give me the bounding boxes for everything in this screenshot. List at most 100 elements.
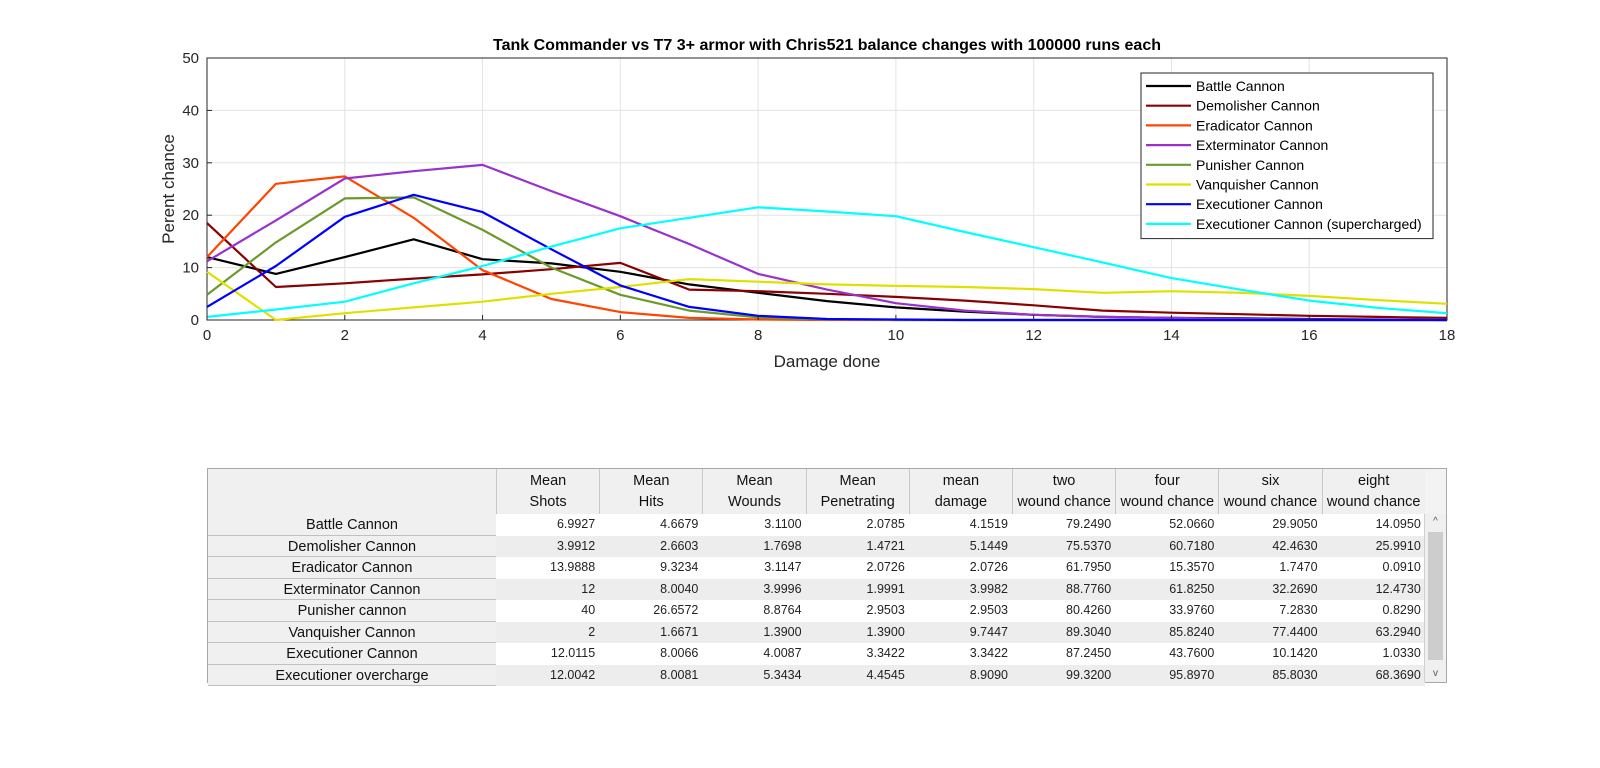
table-cell[interactable]: 12.4730 <box>1321 578 1425 600</box>
table-cell[interactable]: 80.4260 <box>1012 600 1116 622</box>
row-header[interactable]: Punisher cannon <box>208 600 496 622</box>
table-cell[interactable]: 3.9996 <box>702 578 806 600</box>
table-cell[interactable]: 89.3040 <box>1012 621 1116 643</box>
table-cell[interactable]: 8.0040 <box>599 578 703 600</box>
table-cell[interactable]: 2.6603 <box>599 535 703 557</box>
table-cell[interactable]: 5.3434 <box>702 664 806 686</box>
row-header[interactable]: Exterminator Cannon <box>208 578 496 600</box>
table-cell[interactable]: 63.2940 <box>1321 621 1425 643</box>
table-cell[interactable]: 2.0726 <box>805 557 909 579</box>
table-cell[interactable]: 8.8764 <box>702 600 806 622</box>
x-tick-label: 6 <box>616 327 624 344</box>
column-header[interactable]: mean damage <box>908 469 1012 514</box>
table-cell[interactable]: 1.0330 <box>1321 643 1425 665</box>
row-header[interactable]: Vanquisher Cannon <box>208 621 496 643</box>
table-cell[interactable]: 4.1519 <box>908 514 1012 536</box>
table-cell[interactable]: 79.2490 <box>1012 514 1116 536</box>
table-cell[interactable]: 33.9760 <box>1115 600 1219 622</box>
table-cell[interactable]: 1.6671 <box>599 621 703 643</box>
table-cell[interactable]: 61.7950 <box>1012 557 1116 579</box>
table-cell[interactable]: 9.7447 <box>908 621 1012 643</box>
table-cell[interactable]: 40 <box>496 600 600 622</box>
table-cell[interactable]: 60.7180 <box>1115 535 1219 557</box>
table-cell[interactable]: 2.9503 <box>908 600 1012 622</box>
table-cell[interactable]: 25.9910 <box>1321 535 1425 557</box>
table-cell[interactable]: 85.8030 <box>1218 664 1322 686</box>
table-cell[interactable]: 43.7600 <box>1115 643 1219 665</box>
column-header[interactable]: six wound chance <box>1218 469 1321 514</box>
table-cell[interactable]: 3.1100 <box>702 514 806 536</box>
table-cell[interactable]: 3.9982 <box>908 578 1012 600</box>
table-cell[interactable]: 3.3422 <box>908 643 1012 665</box>
table-cell[interactable]: 1.3900 <box>702 621 806 643</box>
table-row: Executioner Cannon 12.0115 8.0066 4.0087 3.3… <box>208 643 1425 665</box>
table-cell[interactable]: 2 <box>496 621 600 643</box>
row-header[interactable]: Executioner Cannon <box>208 643 496 665</box>
table-row: Punisher cannon 40 26.6572 8.8764 2.9503 2.95… <box>208 600 1425 622</box>
table-row: Vanquisher Cannon 2 1.6671 1.3900 1.3900 9.74… <box>208 621 1425 643</box>
table-cell[interactable]: 4.4545 <box>805 664 909 686</box>
table-cell[interactable]: 88.7760 <box>1012 578 1116 600</box>
table-cell[interactable]: 8.0081 <box>599 664 703 686</box>
table-cell[interactable]: 12.0042 <box>496 664 600 686</box>
table-cell[interactable]: 32.2690 <box>1218 578 1322 600</box>
column-header[interactable]: eight wound chance <box>1321 469 1425 514</box>
series-line-7 <box>206 193 1447 322</box>
table-cell[interactable]: 1.9991 <box>805 578 909 600</box>
scroll-down-icon[interactable]: v <box>1433 668 1438 679</box>
table-cell[interactable]: 8.0066 <box>599 643 703 665</box>
table-scrollbar[interactable]: ^ v <box>1424 514 1446 682</box>
table-cell[interactable]: 77.4400 <box>1218 621 1322 643</box>
table-cell[interactable]: 1.7698 <box>702 535 806 557</box>
table-cell[interactable]: 12.0115 <box>496 643 600 665</box>
column-header[interactable]: two wound chance <box>1012 469 1115 514</box>
column-header[interactable]: four wound chance <box>1115 469 1218 514</box>
column-header[interactable]: Mean Penetrating <box>805 469 909 514</box>
series-line-6 <box>206 270 1448 322</box>
table-cell[interactable]: 12 <box>496 578 600 600</box>
table-cell[interactable]: 0.0910 <box>1321 557 1425 579</box>
table-cell[interactable]: 61.8250 <box>1115 578 1219 600</box>
table-cell[interactable]: 8.9090 <box>908 664 1012 686</box>
scroll-thumb[interactable] <box>1428 532 1443 660</box>
table-cell[interactable]: 42.4630 <box>1218 535 1322 557</box>
table-cell[interactable]: 99.3200 <box>1012 664 1116 686</box>
table-cell[interactable]: 1.4721 <box>805 535 909 557</box>
row-header[interactable]: Executioner overcharge <box>208 664 496 686</box>
table-cell[interactable]: 52.0660 <box>1115 514 1219 536</box>
table-cell[interactable]: 26.6572 <box>599 600 703 622</box>
table-cell[interactable]: 3.9912 <box>496 535 600 557</box>
table-cell[interactable]: 14.0950 <box>1321 514 1425 536</box>
table-cell[interactable]: 75.5370 <box>1012 535 1116 557</box>
table-cell[interactable]: 13.9888 <box>496 557 600 579</box>
table-cell[interactable]: 95.8970 <box>1115 664 1219 686</box>
row-header[interactable]: Eradicator Cannon <box>208 557 496 579</box>
table-cell[interactable]: 1.3900 <box>805 621 909 643</box>
scroll-up-icon[interactable]: ^ <box>1433 516 1438 527</box>
table-cell[interactable]: 1.7470 <box>1218 557 1322 579</box>
row-header[interactable]: Battle Cannon <box>208 514 496 536</box>
column-header[interactable]: Mean Hits <box>599 469 702 514</box>
table-cell[interactable]: 6.9927 <box>496 514 600 536</box>
table-cell[interactable]: 87.2450 <box>1012 643 1116 665</box>
table-cell[interactable]: 4.6679 <box>599 514 703 536</box>
table-cell[interactable]: 5.1449 <box>908 535 1012 557</box>
table-cell[interactable]: 10.1420 <box>1218 643 1322 665</box>
table-cell[interactable]: 4.0087 <box>702 643 806 665</box>
table-cell[interactable]: 68.3690 <box>1321 664 1425 686</box>
table-cell[interactable]: 15.3570 <box>1115 557 1219 579</box>
column-header-line: Wounds <box>728 494 781 510</box>
row-header[interactable]: Demolisher Cannon <box>208 535 496 557</box>
table-cell[interactable]: 85.8240 <box>1115 621 1219 643</box>
table-cell[interactable]: 2.9503 <box>805 600 909 622</box>
table-cell[interactable]: 3.1147 <box>702 557 806 579</box>
table-cell[interactable]: 2.0726 <box>908 557 1012 579</box>
table-cell[interactable]: 7.2830 <box>1218 600 1322 622</box>
column-header[interactable]: Mean Wounds <box>702 469 805 514</box>
table-cell[interactable]: 9.3234 <box>599 557 703 579</box>
table-cell[interactable]: 2.0785 <box>805 514 909 536</box>
column-header[interactable]: Mean Shots <box>496 469 599 514</box>
table-cell[interactable]: 29.9050 <box>1218 514 1322 536</box>
table-cell[interactable]: 3.3422 <box>805 643 909 665</box>
table-cell[interactable]: 0.8290 <box>1321 600 1425 622</box>
